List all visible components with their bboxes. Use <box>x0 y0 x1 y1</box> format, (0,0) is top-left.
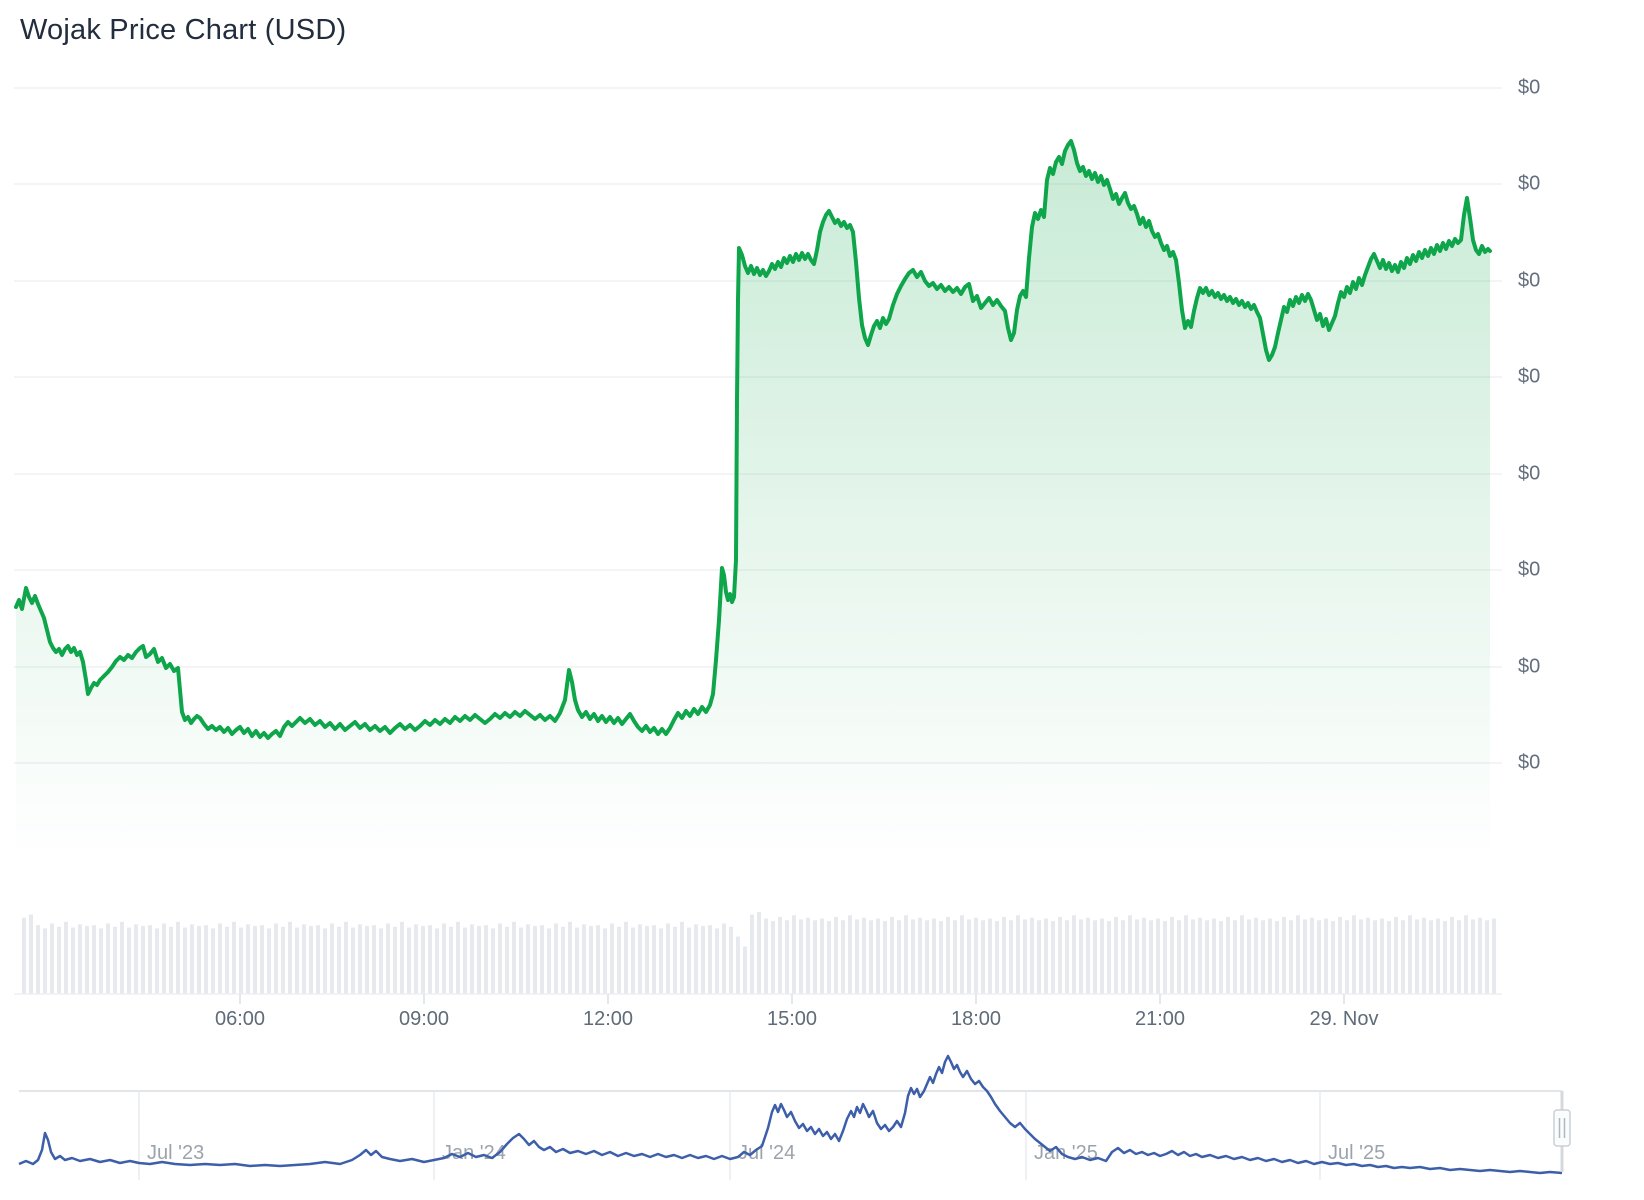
navigator[interactable] <box>19 1091 1562 1180</box>
navigator-date-label: Jan '25 <box>1034 1142 1098 1165</box>
x-axis-tick-label: 12:00 <box>582 1008 634 1030</box>
navigator-date-label: Jul '23 <box>147 1142 204 1165</box>
navigator-date-label: Jul '25 <box>1328 1142 1385 1165</box>
navigator-line <box>18 1054 1563 1175</box>
y-axis-tick-label: $0 <box>1518 558 1541 581</box>
x-axis-tick-label: 29. Nov <box>1309 1008 1379 1030</box>
x-axis-tick-label: 15:00 <box>766 1008 818 1030</box>
price-line <box>14 139 1492 740</box>
chart-title: Wojak Price Chart (USD) <box>20 14 347 46</box>
navigator-date-label: Jul '24 <box>738 1142 795 1165</box>
x-axis-tick-label: 21:00 <box>1134 1008 1186 1030</box>
y-axis-tick-label: $0 <box>1518 365 1541 388</box>
x-axis-tick-label: 06:00 <box>214 1008 266 1030</box>
x-axis-tick-label: 18:00 <box>950 1008 1002 1030</box>
y-axis-tick-label: $0 <box>1518 269 1541 292</box>
x-axis-tick-label: 09:00 <box>398 1008 450 1030</box>
volume-bars <box>22 912 1496 994</box>
navigator-gridlines <box>138 1091 1321 1180</box>
y-axis-tick-label: $0 <box>1518 655 1541 678</box>
y-axis-tick-label: $0 <box>1518 172 1541 195</box>
y-axis-tick-label: $0 <box>1518 76 1541 99</box>
x-axis-ticks <box>239 994 1345 1004</box>
y-axis-tick-label: $0 <box>1518 462 1541 485</box>
price-area-fill <box>16 141 1490 862</box>
navigator-handle[interactable] <box>1553 1109 1571 1147</box>
price-chart-plot-area[interactable] <box>14 85 1502 994</box>
y-axis-tick-label: $0 <box>1518 751 1541 774</box>
